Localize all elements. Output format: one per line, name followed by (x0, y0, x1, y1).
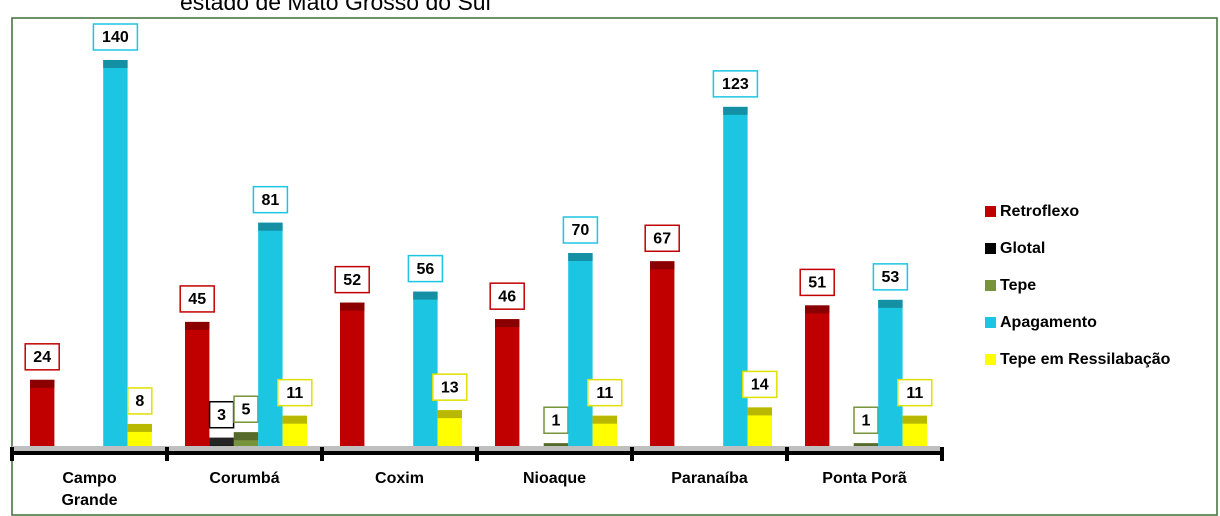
bar-cap (258, 222, 283, 231)
bar-cap (209, 437, 234, 446)
value-label-box (277, 378, 313, 407)
bar-cap (30, 379, 55, 388)
value-label: 3 (217, 407, 226, 424)
chart-title: estado de Mato Grosso do Sul (180, 0, 491, 15)
bar-cap (127, 423, 152, 432)
value-label-box (562, 216, 599, 244)
legend-swatch (985, 280, 996, 291)
value-label-box (179, 285, 215, 313)
value-label: 52 (343, 272, 361, 289)
legend-label: Tepe em Ressilabação (1000, 351, 1171, 368)
value-label-box (432, 373, 468, 401)
value-label-box (712, 70, 759, 98)
bar (340, 302, 365, 446)
x-tick-label: Campo Grande (61, 470, 118, 509)
value-label-box (853, 406, 879, 434)
value-label: 11 (596, 385, 613, 402)
value-label-box (127, 387, 153, 415)
bar (30, 379, 55, 446)
bar (103, 60, 128, 446)
value-label-box (407, 254, 444, 283)
bar-cap (723, 106, 748, 115)
bar-cap (437, 410, 462, 419)
bar-cap (568, 253, 593, 261)
value-label: 53 (882, 269, 900, 286)
legend-swatch (985, 354, 996, 365)
value-label-box (233, 395, 259, 423)
bar-cap (495, 319, 520, 328)
value-label: 140 (102, 29, 129, 46)
value-label: 51 (808, 275, 826, 292)
value-label: 11 (286, 385, 303, 402)
value-label: 13 (441, 379, 459, 396)
x-tick-label: Corumbá (209, 470, 280, 487)
bar-cap (543, 443, 569, 446)
legend-swatch (985, 317, 996, 328)
bar-cap (592, 415, 617, 424)
value-label: 11 (906, 385, 923, 402)
value-label: 14 (751, 377, 769, 394)
value-label-box (872, 263, 909, 291)
value-label-box (742, 370, 778, 399)
value-label-box (644, 224, 680, 253)
legend-label: Apagamento (1000, 314, 1097, 331)
value-label: 45 (188, 291, 206, 308)
bar (413, 291, 438, 446)
legend-swatch (985, 206, 996, 217)
legend-swatch (985, 243, 996, 254)
value-label-box (543, 406, 569, 434)
bar-cap (878, 299, 903, 308)
value-label-box (587, 378, 623, 407)
bar (258, 222, 283, 446)
x-tick-label: Ponta Porã (822, 470, 907, 487)
value-label: 8 (135, 393, 144, 410)
bar-cap (413, 291, 438, 300)
x-tick-label: Nioaque (522, 470, 587, 487)
bar (650, 261, 675, 446)
legend-label: Retroflexo (1000, 203, 1079, 220)
value-label: 81 (262, 192, 280, 209)
value-label: 70 (572, 222, 590, 239)
x-tick-label: Paranaíba (671, 470, 748, 487)
bar (495, 319, 520, 446)
value-label: 5 (242, 401, 251, 418)
value-label: 1 (552, 412, 561, 429)
value-label-box (252, 185, 289, 214)
value-label: 1 (862, 412, 871, 429)
bar-cap (902, 415, 927, 424)
legend-label: Tepe (1000, 277, 1036, 294)
bar-cap (233, 432, 259, 441)
value-label-box (799, 268, 835, 297)
legend-label: Glotal (1000, 240, 1045, 257)
value-label-box (334, 265, 370, 294)
value-label: 56 (417, 261, 435, 278)
value-label-box (208, 400, 235, 429)
x-tick-label: Coxim (375, 470, 424, 487)
bar (185, 321, 210, 446)
bar-cap (853, 443, 879, 446)
value-label: 67 (653, 230, 671, 247)
bar-cap (747, 407, 772, 416)
value-label: 123 (722, 76, 749, 93)
value-label-box (489, 282, 525, 310)
bar-cap (650, 261, 675, 270)
chart-frame (11, 17, 1218, 516)
value-label-box (24, 343, 60, 371)
bar-cap (185, 321, 210, 330)
bar-cap (340, 302, 365, 311)
value-label-box (897, 378, 933, 407)
value-label-box (92, 23, 139, 51)
value-label: 24 (33, 349, 51, 366)
bar-cap (805, 305, 830, 314)
value-label: 46 (498, 288, 516, 305)
bar (878, 299, 903, 446)
bar (568, 253, 593, 446)
bar-cap (282, 415, 307, 424)
bar-cap (103, 60, 128, 68)
bar (805, 305, 830, 446)
